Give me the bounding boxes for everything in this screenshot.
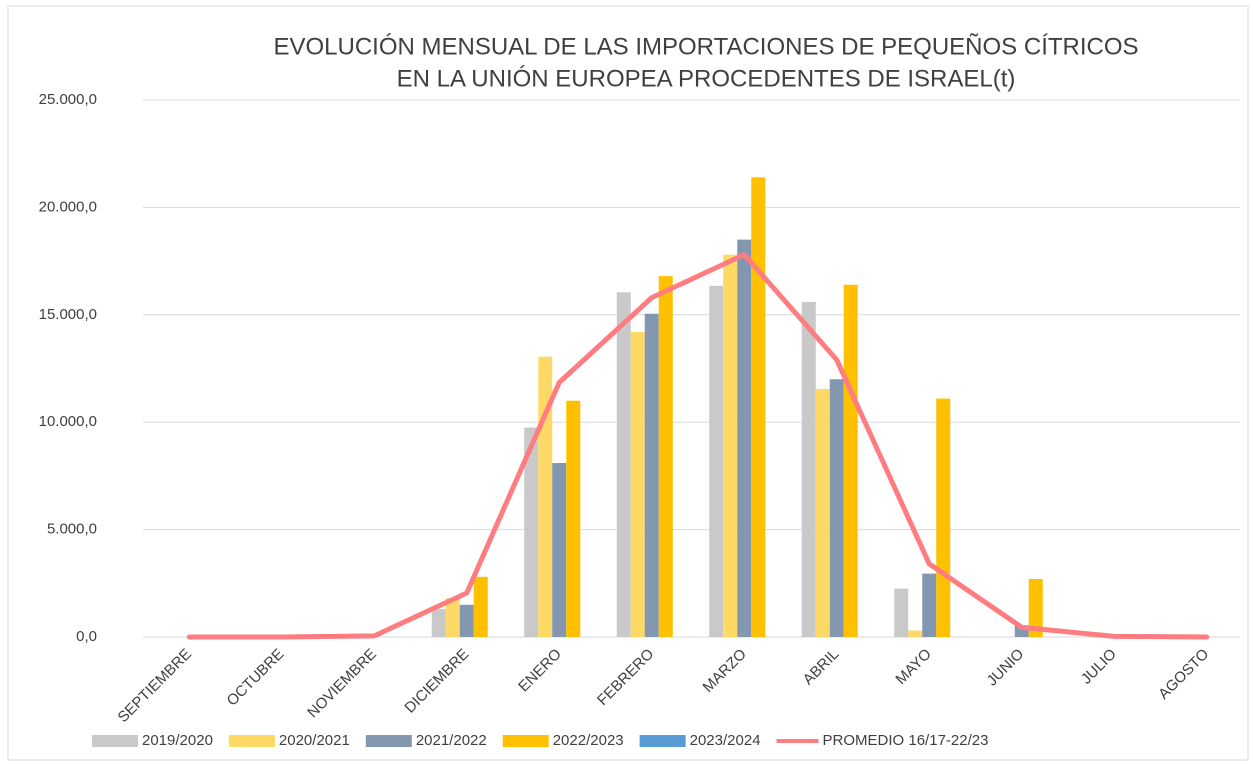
bar (936, 398, 951, 637)
bar (552, 463, 567, 637)
x-tick-label: OCTUBRE (224, 646, 288, 710)
bar (459, 604, 474, 637)
bar (616, 292, 631, 637)
x-tick-label: JULIO (1078, 646, 1120, 688)
chart-frame (7, 5, 1249, 761)
bar (524, 427, 539, 637)
x-tick-label: DICIEMBRE (401, 646, 472, 717)
y-tick-label: 10.000,0 (39, 413, 97, 430)
legend-swatch (365, 735, 412, 747)
legend-swatch (639, 735, 686, 747)
y-tick-label: 25.000,0 (39, 91, 97, 108)
x-tick-label: SEPTIEMBRE (114, 646, 194, 726)
bar (658, 276, 673, 637)
legend-swatch (228, 735, 275, 747)
bar (894, 588, 909, 637)
legend-swatch (502, 735, 549, 747)
legend-label: 2020/2021 (279, 732, 350, 749)
bar (566, 400, 581, 637)
bar (431, 609, 446, 637)
bar (723, 254, 738, 637)
legend-swatch (92, 735, 138, 747)
chart-title: EVOLUCIÓN MENSUAL DE LAS IMPORTACIONES D… (273, 33, 1138, 60)
bar (1014, 625, 1029, 637)
line-series (186, 252, 1210, 640)
bar (709, 285, 724, 637)
x-tick-label: ENERO (515, 646, 565, 696)
bar (843, 284, 858, 637)
x-tick-label: MARZO (700, 646, 750, 696)
bar (737, 239, 752, 637)
bar (473, 576, 488, 637)
chart-title: EN LA UNIÓN EUROPEA PROCEDENTES DE ISRAE… (397, 65, 1016, 92)
x-tick-label: ABRIL (800, 646, 843, 689)
x-tick-label: FEBRERO (594, 646, 657, 709)
bar (445, 598, 460, 637)
bar (815, 388, 830, 637)
y-tick-label: 15.000,0 (39, 306, 97, 323)
bar (630, 331, 645, 637)
legend-label: 2019/2020 (142, 732, 213, 749)
x-tick-label: MAYO (892, 646, 934, 688)
legend-label: 2022/2023 (553, 732, 624, 749)
bar (922, 573, 937, 637)
bar (829, 379, 844, 637)
y-tick-label: 20.000,0 (39, 198, 97, 215)
bar (908, 630, 923, 637)
bar (801, 301, 816, 637)
legend-label: 2023/2024 (690, 732, 761, 749)
y-tick-label: 0,0 (76, 628, 97, 645)
legend-label: 2021/2022 (416, 732, 487, 749)
legend-label: PROMEDIO 16/17-22/23 (823, 732, 989, 749)
bar (644, 313, 659, 637)
x-tick-label: JUNIO (984, 646, 1028, 690)
x-tick-label: AGOSTO (1155, 646, 1212, 703)
bar (751, 177, 766, 637)
x-tick-label: NOVIEMBRE (304, 646, 380, 722)
bar (1028, 579, 1043, 637)
y-tick-label: 5.000,0 (47, 521, 97, 538)
